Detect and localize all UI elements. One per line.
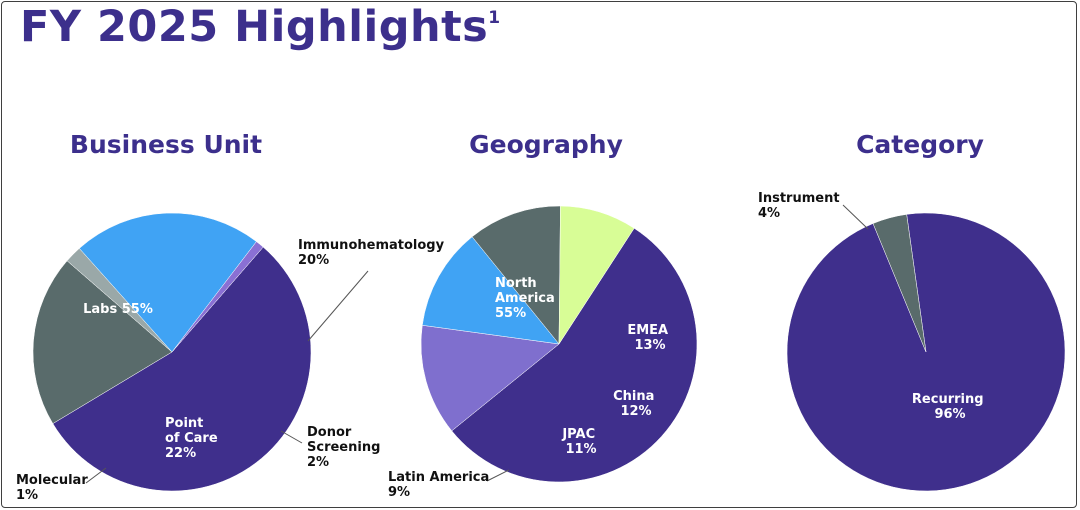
emea-label-name: EMEA bbox=[627, 323, 668, 338]
molecular-label-name: Molecular bbox=[16, 473, 88, 488]
north-america-slice-label: North America 55% bbox=[495, 276, 559, 321]
recurring-slice-label: Recurring 96% bbox=[912, 392, 988, 422]
business-unit-chart-title: Business Unit bbox=[70, 130, 262, 159]
pie-slice-china bbox=[421, 236, 560, 345]
geography-chart: Geography North America 55% EMEA 13% Chi… bbox=[388, 130, 698, 500]
pie-slice-labs bbox=[52, 246, 312, 492]
category-pie bbox=[786, 212, 1066, 492]
instrument-label-name: Instrument bbox=[758, 191, 840, 206]
molecular-leader-line bbox=[85, 467, 107, 484]
pie-slice-point-of-care bbox=[78, 212, 257, 353]
china-label-name: China bbox=[613, 389, 654, 404]
pie-slice-instrument bbox=[872, 214, 927, 353]
jpac-slice-label: JPAC 11% bbox=[561, 427, 599, 457]
jpac-label-name: JPAC bbox=[561, 427, 595, 442]
point-of-care-label-line2: of Care bbox=[165, 431, 218, 446]
jpac-label-pct: 11% bbox=[565, 442, 596, 457]
donor-screening-label-line2: Screening bbox=[307, 440, 380, 455]
pie-slice-emea bbox=[420, 324, 560, 432]
pie-slice-north-america bbox=[451, 227, 698, 483]
donor-screening-slice-label: Donor Screening 2% bbox=[307, 425, 385, 470]
business-unit-pie bbox=[32, 212, 312, 492]
pie-slice-jpac bbox=[471, 205, 561, 345]
immunohematology-label-name: Immunohematology bbox=[298, 238, 445, 253]
emea-label-pct: 13% bbox=[634, 338, 665, 353]
recurring-label-pct: 96% bbox=[934, 407, 965, 422]
molecular-slice-label: Molecular 1% bbox=[16, 473, 92, 503]
emea-slice-label: EMEA 13% bbox=[627, 323, 672, 353]
title-footnote-marker: 1 bbox=[488, 7, 501, 28]
geography-pie bbox=[420, 205, 698, 483]
geography-chart-title: Geography bbox=[469, 130, 623, 159]
instrument-label-pct: 4% bbox=[758, 206, 780, 221]
pie-slice-immunohematology bbox=[32, 260, 173, 424]
category-chart: Category Instrument 4% Recurring 96% bbox=[758, 130, 1066, 492]
donor-screening-label-pct: 2% bbox=[307, 455, 329, 470]
immunohematology-leader-line bbox=[307, 270, 369, 342]
point-of-care-slice-label: Point of Care 22% bbox=[165, 416, 222, 461]
pie-slice-recurring bbox=[786, 212, 1066, 492]
instrument-slice-label: Instrument 4% bbox=[758, 191, 844, 221]
pie-slice-latin-america bbox=[558, 205, 635, 345]
latin-america-slice-label: Latin America 9% bbox=[388, 470, 494, 500]
immunohematology-label-pct: 20% bbox=[298, 253, 329, 268]
china-slice-label: China 12% bbox=[613, 389, 659, 419]
latin-america-label-name: Latin America bbox=[388, 470, 489, 485]
labs-slice-label: Labs 55% bbox=[83, 302, 153, 317]
donor-screening-label-line1: Donor bbox=[307, 425, 352, 440]
latin-america-leader-line bbox=[486, 469, 510, 482]
latin-america-label-pct: 9% bbox=[388, 485, 410, 500]
china-label-pct: 12% bbox=[620, 404, 651, 419]
point-of-care-label-line1: Point bbox=[165, 416, 203, 431]
donor-screening-leader-line bbox=[280, 430, 303, 444]
category-chart-title: Category bbox=[856, 130, 984, 159]
page-title: FY 2025 Highlights1 bbox=[20, 2, 501, 52]
north-america-label-line1: North bbox=[495, 276, 537, 291]
immunohematology-slice-label: Immunohematology 20% bbox=[298, 238, 449, 268]
page-title-text: FY 2025 Highlights bbox=[20, 2, 489, 52]
recurring-label-name: Recurring bbox=[912, 392, 984, 407]
business-unit-chart: Business Unit Labs 55% Immunohematology … bbox=[16, 130, 449, 503]
molecular-label-pct: 1% bbox=[16, 488, 38, 503]
pie-slice-molecular bbox=[171, 241, 264, 353]
north-america-label-pct: 55% bbox=[495, 306, 526, 321]
north-america-label-line2: America bbox=[495, 291, 555, 306]
instrument-leader-line bbox=[842, 204, 869, 230]
point-of-care-label-pct: 22% bbox=[165, 446, 196, 461]
